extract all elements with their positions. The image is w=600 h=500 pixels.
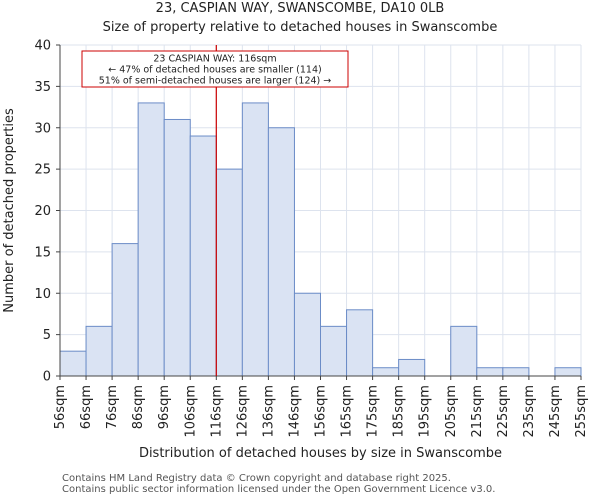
x-tick-label: 96sqm xyxy=(157,385,172,429)
annotation-line: 51% of semi-detached houses are larger (… xyxy=(99,76,332,87)
y-tick-label: 15 xyxy=(34,245,51,260)
histogram-bar xyxy=(163,118,191,377)
x-tick-label: 156sqm xyxy=(314,385,329,438)
histogram-bar xyxy=(502,367,530,377)
x-tick-label: 185sqm xyxy=(392,385,407,438)
histogram-bar xyxy=(85,325,113,377)
x-tick-label: 126sqm xyxy=(235,385,250,438)
y-tick-label: 10 xyxy=(34,287,51,302)
x-tick-label: 255sqm xyxy=(574,385,589,438)
y-tick-label: 0 xyxy=(43,370,51,385)
y-tick-label: 5 xyxy=(43,328,51,343)
x-axis-label: Distribution of detached houses by size … xyxy=(139,446,502,461)
x-tick-label: 136sqm xyxy=(261,385,276,438)
x-tick-label: 56sqm xyxy=(53,385,68,429)
y-tick-label: 40 xyxy=(34,39,51,54)
x-tick-label: 116sqm xyxy=(209,385,224,438)
histogram-bar xyxy=(241,102,269,377)
histogram-bar xyxy=(267,127,295,377)
x-tick-label: 165sqm xyxy=(340,385,355,438)
x-tick-label: 205sqm xyxy=(444,385,459,438)
annotation-box xyxy=(81,50,349,88)
y-axis-label: Number of detached properties xyxy=(2,108,17,313)
chart-title: 23, CASPIAN WAY, SWANSCOMBE, DA10 0LB xyxy=(155,1,445,16)
histogram-bar xyxy=(189,135,217,377)
x-tick-label: 76sqm xyxy=(105,385,120,429)
x-tick-label: 245sqm xyxy=(548,385,563,438)
x-tick-label: 215sqm xyxy=(470,385,485,438)
y-tick-label: 35 xyxy=(34,80,51,95)
footer-line-2: Contains public sector information licen… xyxy=(62,484,496,495)
x-tick-label: 106sqm xyxy=(183,385,198,438)
histogram-bar xyxy=(346,309,374,377)
x-tick-label: 86sqm xyxy=(131,385,146,429)
x-tick-label: 195sqm xyxy=(418,385,433,438)
histogram-bar xyxy=(293,292,322,377)
histogram-bar xyxy=(450,325,478,377)
annotation-line: 23 CASPIAN WAY: 116sqm xyxy=(153,54,276,65)
histogram-bar xyxy=(320,325,348,377)
y-tick-label: 30 xyxy=(34,121,51,136)
histogram-bar xyxy=(215,168,243,377)
histogram-bar xyxy=(59,350,87,377)
histogram-bar xyxy=(476,367,504,377)
footer-line-1: Contains HM Land Registry data © Crown c… xyxy=(62,473,451,484)
x-tick-label: 146sqm xyxy=(287,385,302,438)
x-tick-label: 235sqm xyxy=(522,385,537,438)
chart-subtitle: Size of property relative to detached ho… xyxy=(102,20,498,35)
histogram-bar xyxy=(372,367,400,377)
annotation-line: ← 47% of detached houses are smaller (11… xyxy=(108,65,321,76)
y-tick-label: 25 xyxy=(34,163,51,178)
histogram-bar xyxy=(398,358,426,377)
x-tick-label: 225sqm xyxy=(496,385,511,438)
y-tick-label: 20 xyxy=(34,204,51,219)
x-tick-label: 66sqm xyxy=(79,385,94,429)
histogram-bar xyxy=(554,367,582,377)
x-tick-label: 175sqm xyxy=(366,385,381,438)
histogram-bar xyxy=(137,102,165,377)
histogram-bar xyxy=(111,243,139,377)
